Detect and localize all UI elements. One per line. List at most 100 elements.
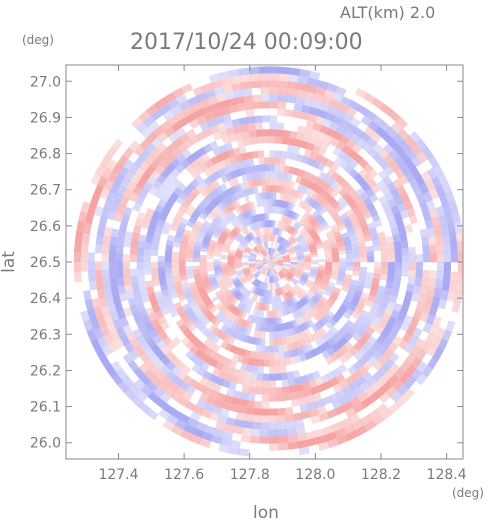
radar-cell	[150, 148, 161, 160]
radar-cell	[426, 287, 435, 298]
radar-cell	[432, 347, 444, 361]
radar-cell	[382, 175, 393, 187]
radar-cell	[304, 263, 312, 267]
radar-cell	[269, 262, 277, 264]
radar-cell	[284, 109, 294, 118]
radar-cell	[206, 95, 218, 106]
radar-cell	[266, 255, 270, 262]
radar-cell	[245, 173, 253, 182]
radar-cell	[300, 140, 309, 150]
radar-cell	[269, 164, 275, 172]
radar-cell	[123, 307, 133, 318]
radar-cell	[273, 296, 276, 304]
radar-cell	[240, 152, 248, 161]
radar-cell	[289, 289, 296, 296]
radar-cell	[193, 208, 202, 217]
radar-cell	[207, 340, 217, 350]
radar-cell	[199, 162, 209, 172]
radar-cell	[188, 299, 197, 308]
radar-cell	[222, 244, 231, 250]
radar-cell	[275, 288, 279, 297]
radar-cell	[323, 134, 334, 144]
radar-cell	[261, 401, 270, 409]
radar-cell	[244, 166, 251, 175]
radar-cell	[241, 304, 248, 312]
radar-cell	[235, 332, 242, 341]
radar-cell	[339, 118, 351, 130]
radar-cell	[181, 148, 192, 159]
radar-cell	[342, 112, 354, 124]
radar-cell	[179, 270, 187, 277]
radar-cell	[243, 249, 251, 254]
radar-cell	[310, 268, 318, 273]
radar-cell	[137, 274, 146, 283]
radar-cell	[266, 282, 269, 290]
radar-cell	[209, 239, 218, 245]
radar-cell	[352, 402, 365, 414]
radar-cell	[378, 195, 388, 206]
radar-cell	[236, 293, 244, 300]
radar-cell	[250, 172, 257, 181]
radar-cell	[299, 353, 307, 362]
radar-cell	[264, 257, 270, 262]
radar-cell	[278, 351, 285, 360]
radar-cell	[91, 297, 101, 310]
radar-cell	[204, 205, 213, 214]
radar-cell	[215, 153, 225, 163]
radar-cell	[124, 231, 133, 241]
radar-cell	[313, 346, 322, 356]
radar-cell	[283, 350, 290, 359]
radar-cell	[235, 207, 242, 216]
radar-cell	[176, 289, 185, 298]
radar-cell	[304, 259, 312, 263]
radar-cell	[341, 285, 350, 293]
radar-cell	[263, 275, 267, 283]
radar-cell	[223, 189, 232, 198]
radar-cell	[233, 289, 240, 297]
radar-cell	[327, 296, 336, 304]
radar-cell	[323, 425, 335, 435]
radar-cell	[265, 324, 270, 332]
radar-cell	[260, 296, 264, 304]
radar-cell	[244, 195, 251, 204]
radar-cell	[199, 290, 208, 297]
radar-cell	[276, 259, 284, 261]
radar-cell	[269, 262, 277, 264]
radar-cell	[112, 162, 124, 175]
radar-cell	[310, 199, 318, 208]
radar-cell	[231, 314, 238, 323]
radar-cell	[392, 178, 403, 189]
radar-cell	[345, 208, 355, 217]
radar-cell	[110, 372, 123, 386]
radar-cell	[386, 274, 395, 282]
radar-cell	[246, 399, 255, 408]
radar-cell	[446, 290, 456, 302]
radar-cell	[286, 88, 298, 97]
radar-cell	[281, 239, 288, 246]
radar-cell	[431, 216, 441, 228]
radar-cell	[252, 248, 259, 254]
radar-cell	[269, 262, 271, 269]
radar-cell	[332, 92, 344, 103]
radar-cell	[286, 209, 293, 218]
radar-cell	[269, 394, 277, 402]
radar-cell	[274, 150, 282, 158]
radar-cell	[348, 100, 361, 111]
radar-cell	[312, 93, 324, 103]
radar-cell	[297, 258, 305, 261]
radar-cell	[199, 226, 208, 234]
radar-cell	[194, 175, 204, 185]
radar-cell	[114, 301, 124, 312]
radar-cell	[197, 230, 206, 237]
radar-cell	[262, 260, 270, 262]
radar-cell	[170, 121, 183, 133]
radar-cell	[103, 332, 114, 345]
radar-cell	[239, 348, 246, 357]
radar-cell	[316, 204, 324, 213]
radar-cell	[171, 177, 182, 188]
radar-cell	[208, 191, 217, 200]
radar-cell	[108, 244, 117, 254]
radar-cell	[106, 321, 117, 334]
radar-cell	[227, 104, 238, 114]
radar-cell	[273, 185, 278, 193]
